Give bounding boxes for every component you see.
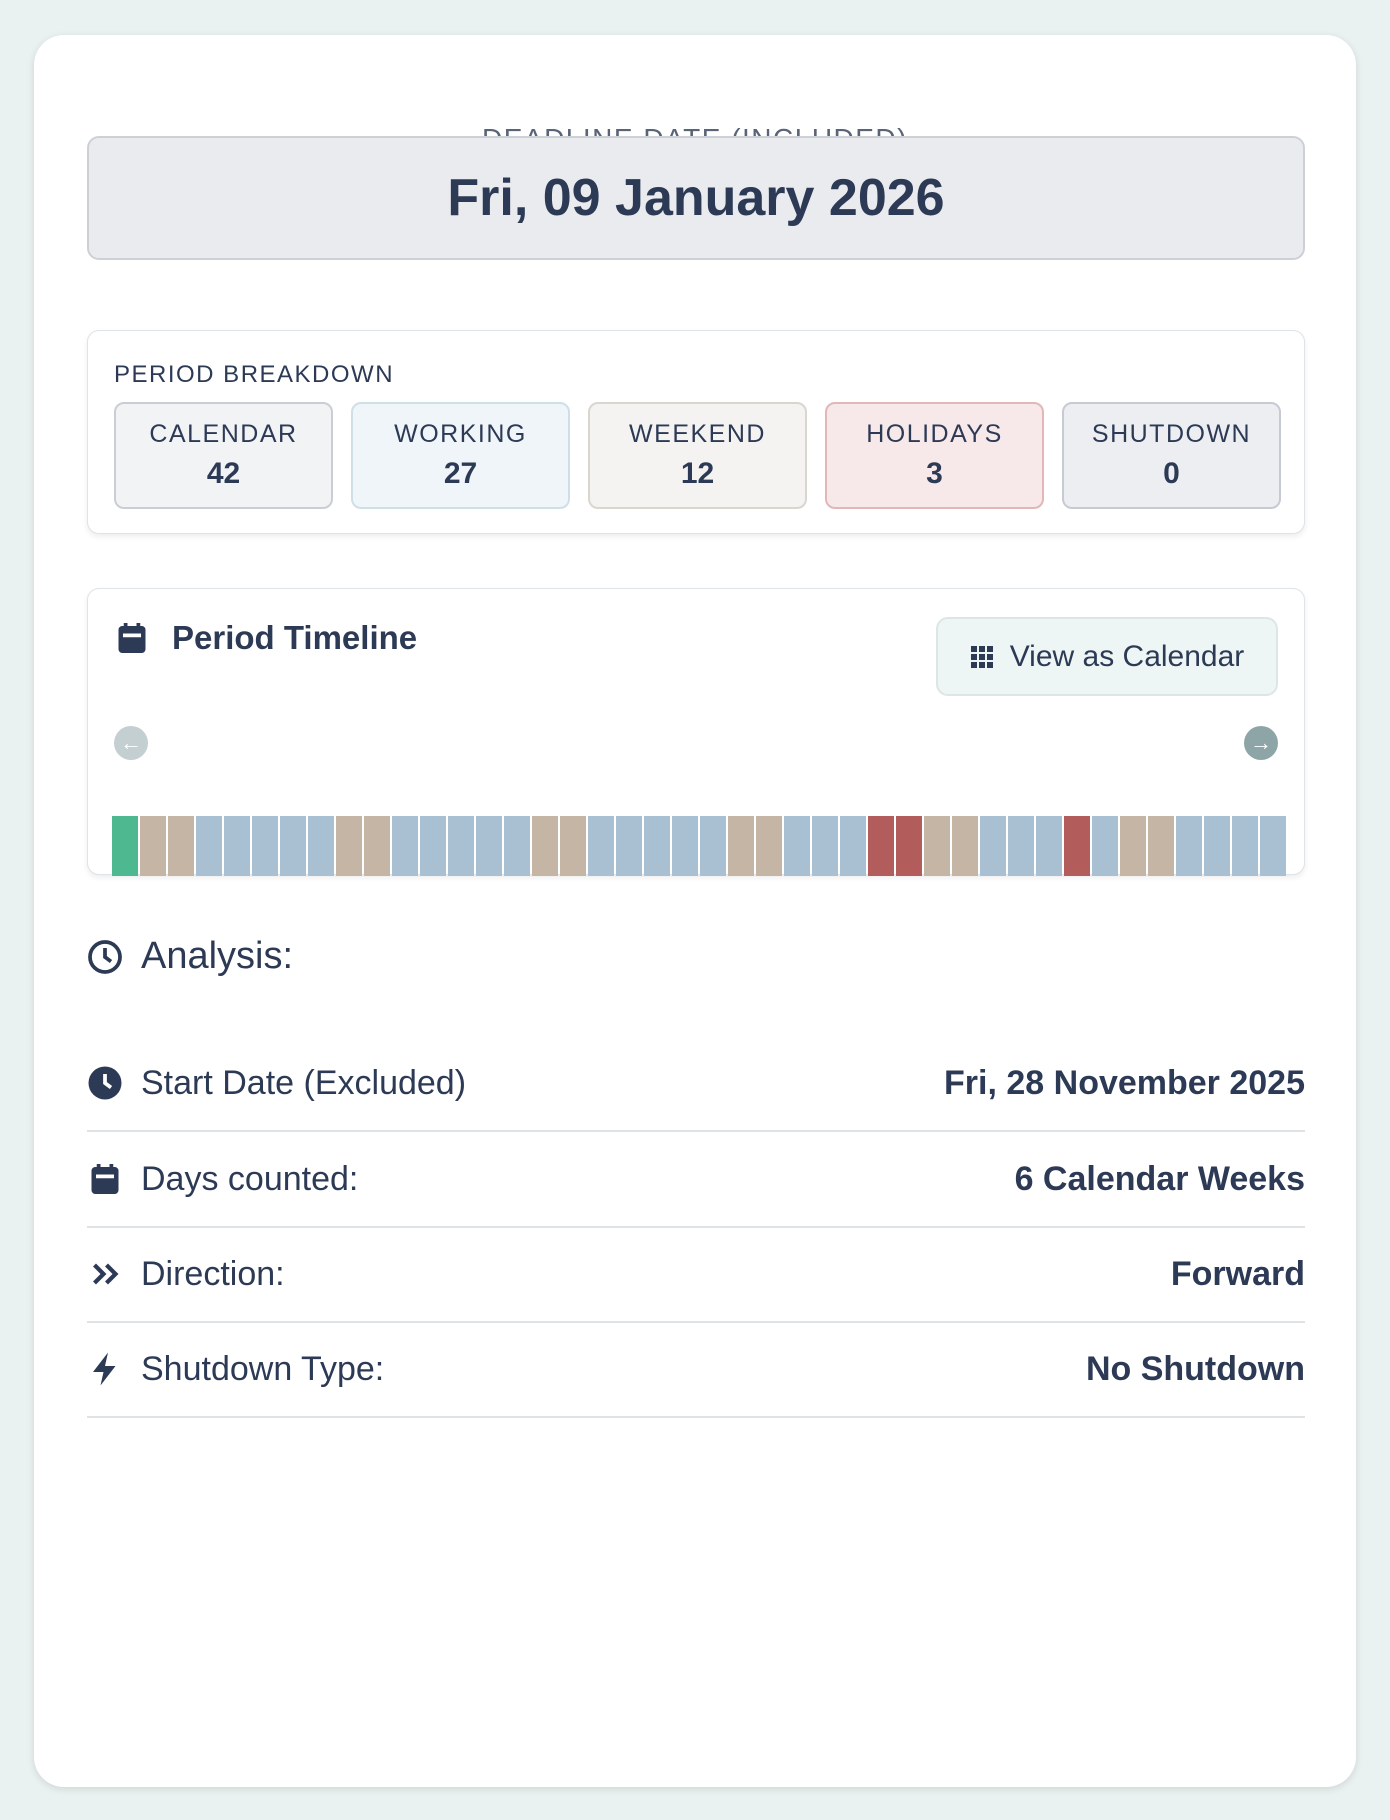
timeline-day-weekend[interactable]	[952, 816, 978, 876]
timeline-day-working[interactable]	[1036, 816, 1062, 876]
timeline-day-weekend[interactable]	[532, 816, 558, 876]
row-value: Fri, 28 November 2025	[944, 1063, 1305, 1102]
timeline-title: Period Timeline	[172, 619, 418, 656]
row-label: Days counted:	[141, 1159, 359, 1198]
row-value: Forward	[1170, 1254, 1305, 1293]
timeline-strip[interactable]	[112, 816, 1286, 876]
deadline-date: Fri, 09 January 2026	[87, 136, 1305, 260]
timeline-day-weekend[interactable]	[728, 816, 754, 876]
row-label: Shutdown Type:	[141, 1349, 385, 1388]
timeline-day-working[interactable]	[1260, 816, 1286, 876]
timeline-day-working[interactable]	[1008, 816, 1034, 876]
tile-label: WEEKEND	[629, 420, 766, 448]
timeline-day-working[interactable]	[1176, 816, 1202, 876]
timeline-day-working[interactable]	[616, 816, 642, 876]
timeline-day-weekend[interactable]	[364, 816, 390, 876]
timeline-day-working[interactable]	[196, 816, 222, 876]
timeline-day-holiday[interactable]	[896, 816, 922, 876]
timeline-day-holiday[interactable]	[868, 816, 894, 876]
analysis-title: Analysis:	[141, 935, 294, 977]
timeline-day-working[interactable]	[588, 816, 614, 876]
timeline-day-working[interactable]	[1232, 816, 1258, 876]
row-value: No Shutdown	[1085, 1349, 1305, 1388]
timeline-day-weekend[interactable]	[924, 816, 950, 876]
timeline-day-working[interactable]	[308, 816, 334, 876]
timeline-day-weekend[interactable]	[560, 816, 586, 876]
breakdown-tile-calendar: CALENDAR 42	[114, 402, 333, 509]
timeline-day-working[interactable]	[420, 816, 446, 876]
view-as-calendar-label: View as Calendar	[1009, 639, 1245, 673]
analysis-row-days-counted: Days counted: 6 Calendar Weeks	[87, 1132, 1305, 1228]
timeline-day-working[interactable]	[280, 816, 306, 876]
timeline-day-weekend[interactable]	[168, 816, 194, 876]
analysis-row-direction: Direction: Forward	[87, 1227, 1305, 1323]
timeline-day-working[interactable]	[476, 816, 502, 876]
timeline-day-working[interactable]	[840, 816, 866, 876]
timeline-day-weekend[interactable]	[1148, 816, 1174, 876]
row-label: Start Date (Excluded)	[141, 1063, 467, 1102]
row-value: 6 Calendar Weeks	[1014, 1159, 1305, 1198]
analysis-row-start-date: Start Date (Excluded) Fri, 28 November 20…	[87, 1036, 1305, 1132]
double-chevron-right-icon	[93, 1263, 119, 1285]
analysis-row-shutdown-type: Shutdown Type: No Shutdown	[87, 1322, 1305, 1418]
period-timeline: Period Timeline View as Calendar ← →	[87, 588, 1305, 876]
tile-value: 3	[926, 457, 943, 490]
tile-label: SHUTDOWN	[1091, 420, 1252, 448]
tile-label: CALENDAR	[149, 420, 298, 448]
period-breakdown: PERIOD BREAKDOWN CALENDAR 42 WORKING 27 WEEK…	[87, 330, 1305, 534]
timeline-day-working[interactable]	[644, 816, 670, 876]
timeline-day-working[interactable]	[224, 816, 250, 876]
breakdown-tile-shutdown: SHUTDOWN 0	[1062, 402, 1281, 509]
timeline-day-weekend[interactable]	[1120, 816, 1146, 876]
clock-icon	[88, 1066, 122, 1100]
timeline-day-working[interactable]	[392, 816, 418, 876]
bolt-icon	[93, 1352, 116, 1386]
timeline-day-working[interactable]	[1092, 816, 1118, 876]
grid-icon	[970, 645, 993, 668]
timeline-day-working[interactable]	[700, 816, 726, 876]
tile-value: 12	[680, 457, 715, 490]
breakdown-tile-weekend: WEEKEND 12	[588, 402, 807, 509]
result-card: DEADLINE DATE (INCLUDED) Fri, 09 January…	[34, 35, 1356, 1787]
tile-label: HOLIDAYS	[866, 420, 1003, 448]
timeline-day-weekend[interactable]	[140, 816, 166, 876]
breakdown-tile-holidays: HOLIDAYS 3	[825, 402, 1044, 509]
timeline-day-working[interactable]	[784, 816, 810, 876]
tile-value: 0	[1163, 457, 1180, 490]
tile-value: 27	[443, 457, 478, 490]
timeline-day-working[interactable]	[812, 816, 838, 876]
row-label: Direction:	[141, 1254, 285, 1293]
timeline-day-working[interactable]	[252, 816, 278, 876]
calendar-icon	[91, 1164, 119, 1194]
timeline-day-holiday[interactable]	[1064, 816, 1090, 876]
breakdown-title: PERIOD BREAKDOWN	[114, 361, 395, 388]
timeline-day-working[interactable]	[1204, 816, 1230, 876]
timeline-day-weekend[interactable]	[756, 816, 782, 876]
timeline-day-working[interactable]	[672, 816, 698, 876]
view-as-calendar-button[interactable]: View as Calendar	[936, 617, 1278, 696]
scroll-right-icon[interactable]: →	[1244, 726, 1278, 760]
timeline-day-working[interactable]	[504, 816, 530, 876]
timeline-day-working[interactable]	[980, 816, 1006, 876]
tile-value: 42	[206, 457, 241, 490]
scroll-left-icon[interactable]: ←	[114, 726, 148, 760]
timeline-day-start[interactable]	[112, 816, 138, 876]
timeline-day-weekend[interactable]	[336, 816, 362, 876]
analysis-heading: Analysis:	[87, 935, 293, 978]
calendar-icon	[118, 623, 146, 653]
breakdown-tile-working: WORKING 27	[351, 402, 570, 509]
tile-label: WORKING	[394, 420, 527, 448]
timeline-day-working[interactable]	[448, 816, 474, 876]
clock-outline-icon	[88, 939, 122, 974]
